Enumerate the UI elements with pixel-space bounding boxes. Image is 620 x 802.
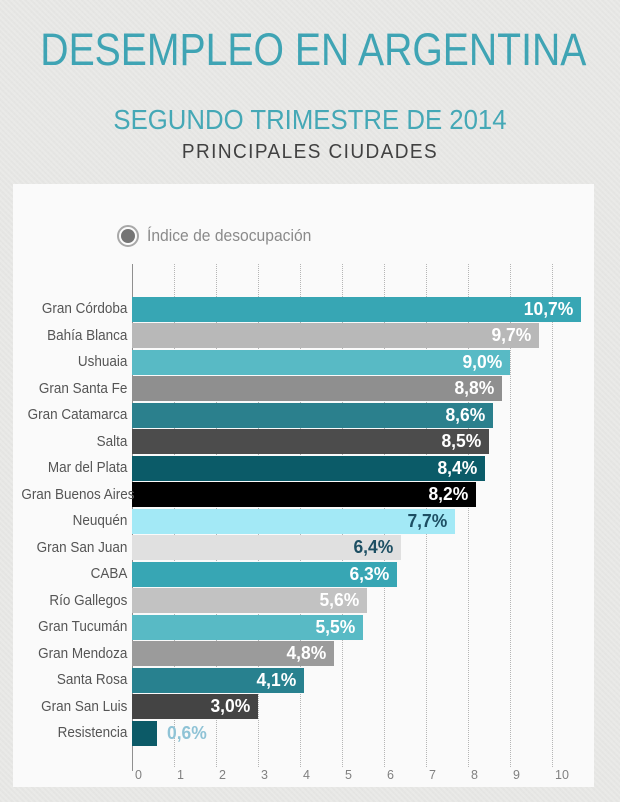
- city-label: Gran Buenos Aires: [21, 486, 135, 503]
- city-label: Gran Tucumán: [38, 619, 128, 636]
- bar-value-label: 9,0%: [462, 351, 503, 372]
- axis-tick-label: 7: [429, 768, 436, 782]
- bar-value-label: 8,6%: [445, 404, 486, 425]
- axis-tick-label: 6: [387, 768, 394, 782]
- bar: 5,5%: [132, 614, 363, 640]
- bar: 4,8%: [132, 641, 334, 667]
- bar: 8,4%: [132, 455, 485, 481]
- city-label: Gran San Juan: [36, 539, 128, 556]
- bar-value-label: 6,3%: [349, 563, 389, 584]
- bar: 10,7%: [132, 296, 582, 322]
- bar: 9,7%: [132, 323, 540, 349]
- bar-value-label: 7,7%: [407, 510, 448, 531]
- city-label: Gran Catamarca: [27, 407, 128, 424]
- bar-row: Gran Mendoza 4,8%: [13, 641, 594, 668]
- bar: 8,2%: [132, 482, 477, 508]
- city-label: Ushuaia: [77, 354, 128, 371]
- bar-value-label: 8,2%: [428, 484, 469, 505]
- bar-row: Salta 8,5%: [13, 429, 594, 456]
- chart-panel: Índice de desocupación Gran Córdoba 10,7%…: [13, 184, 594, 787]
- bar-value-label: 4,8%: [286, 643, 326, 664]
- bar: 6,4%: [132, 535, 401, 561]
- axis-tick-label: 5: [345, 768, 352, 782]
- city-label: Gran Córdoba: [41, 301, 128, 318]
- city-label: Mar del Plata: [47, 460, 128, 477]
- bar-row: Gran San Juan 6,4%: [13, 535, 594, 562]
- bar-value-label: 3,0%: [210, 696, 251, 717]
- bar-value-label: 5,5%: [315, 616, 356, 637]
- bar-value-label: 4,1%: [256, 669, 297, 690]
- bar: 8,6%: [132, 402, 494, 428]
- city-label: Resistencia: [57, 725, 128, 742]
- city-label: Bahía Blanca: [47, 327, 128, 344]
- city-label: Gran Santa Fe: [38, 380, 128, 397]
- city-label: Gran San Luis: [41, 698, 128, 715]
- legend-label: Índice de desocupación: [147, 226, 312, 245]
- city-label: Santa Rosa: [56, 672, 128, 689]
- bar-value-label: 8,5%: [441, 431, 482, 452]
- bar: 9,0%: [132, 349, 510, 375]
- bar-row: Santa Rosa 4,1%: [13, 667, 594, 694]
- city-label: CABA: [90, 566, 128, 583]
- page-title: DESEMPLEO EN ARGENTINA: [40, 24, 587, 75]
- axis-tick-label: 4: [303, 768, 310, 782]
- gridline: [510, 264, 511, 767]
- bar-row: Gran Buenos Aires 8,2%: [13, 482, 594, 509]
- axis-tick-label: 3: [261, 768, 268, 782]
- axis-tick-label: 2: [219, 768, 226, 782]
- bar-value-label: 9,7%: [491, 325, 532, 346]
- bar-row: Mar del Plata 8,4%: [13, 455, 594, 482]
- bar-rows: Gran Córdoba 10,7% Bahía Blanca 9,7% Ushuaia…: [13, 296, 594, 747]
- bar: [132, 720, 158, 746]
- bar-row: Bahía Blanca 9,7%: [13, 323, 594, 350]
- bar-row: Gran Tucumán 5,5%: [13, 614, 594, 641]
- bar-row: Gran Santa Fe 8,8%: [13, 376, 594, 403]
- bar: 5,6%: [132, 588, 368, 614]
- city-label: Salta: [96, 433, 128, 450]
- bar: 8,8%: [132, 376, 502, 402]
- axis-tick-label: 8: [471, 768, 478, 782]
- axis-tick-label: 10: [555, 768, 569, 782]
- city-label: Neuquén: [72, 513, 128, 530]
- bar-value-label: 8,8%: [454, 378, 494, 399]
- gridline: [468, 264, 469, 767]
- bar: 4,1%: [132, 667, 305, 693]
- bar: 3,0%: [132, 694, 258, 720]
- bar: 7,7%: [132, 508, 456, 534]
- bar-row: Resistencia 0,6%: [13, 720, 594, 747]
- bar-row: Río Gallegos 5,6%: [13, 588, 594, 615]
- axis-tick-label: 9: [513, 768, 520, 782]
- bar-value-label: 0,6%: [167, 722, 207, 743]
- page-subtitle: SEGUNDO TRIMESTRE DE 2014: [113, 104, 507, 135]
- bar-value-label: 6,4%: [353, 537, 394, 558]
- bar-row: CABA 6,3%: [13, 561, 594, 588]
- bar-value-label: 8,4%: [437, 457, 478, 478]
- bar-row: Gran Córdoba 10,7%: [13, 296, 594, 323]
- page-caption: PRINCIPALES CIUDADES: [181, 141, 439, 163]
- city-label: Gran Mendoza: [38, 645, 128, 662]
- bar-row: Ushuaia 9,0%: [13, 349, 594, 376]
- bar: 6,3%: [132, 561, 397, 587]
- gridline: [552, 264, 553, 767]
- bar-row: Gran San Luis 3,0%: [13, 694, 594, 721]
- bar-row: Neuquén 7,7%: [13, 508, 594, 535]
- bar-value-label: 5,6%: [319, 590, 360, 611]
- axis-tick-label: 0: [135, 768, 142, 782]
- axis-tick-label: 1: [177, 768, 184, 782]
- bar-value-label: 10,7%: [524, 298, 574, 319]
- city-label: Río Gallegos: [49, 592, 128, 609]
- legend-circle-icon: [117, 225, 139, 247]
- bar: 8,5%: [132, 429, 489, 455]
- bar-row: Gran Catamarca 8,6%: [13, 402, 594, 429]
- chart-legend: Índice de desocupación: [117, 225, 326, 247]
- x-axis: 0 1 2 3 4 5 6 7 8 9 10: [132, 768, 572, 784]
